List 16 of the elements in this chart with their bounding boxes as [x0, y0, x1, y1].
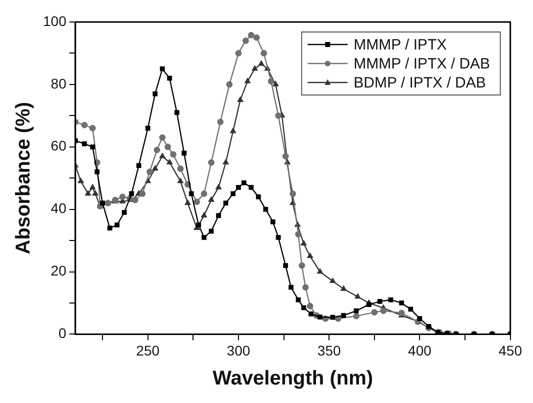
y-tick-label: 100	[43, 12, 67, 29]
x-tick-label: 250	[136, 342, 160, 358]
y-axis-title: Absorbance (%)	[12, 102, 35, 254]
x-tick-label: 300	[226, 342, 250, 358]
legend-label: MMMP / IPTX	[354, 36, 447, 54]
y-tick-label: 20	[50, 262, 67, 279]
legend-label: BDMP / IPTX / DAB	[354, 74, 486, 92]
y-tick-label: 0	[58, 325, 67, 342]
y-tick-label: 40	[50, 200, 67, 216]
x-tick-label: 400	[408, 342, 432, 358]
legend-label: MMMP / IPTX / DAB	[354, 56, 490, 73]
x-tick-label: 450	[498, 342, 522, 358]
x-axis-title: Wavelength (nm)	[212, 368, 374, 390]
x-tick-label: 350	[317, 342, 341, 358]
y-tick-label: 80	[50, 75, 67, 92]
y-tick-label: 60	[50, 138, 67, 154]
